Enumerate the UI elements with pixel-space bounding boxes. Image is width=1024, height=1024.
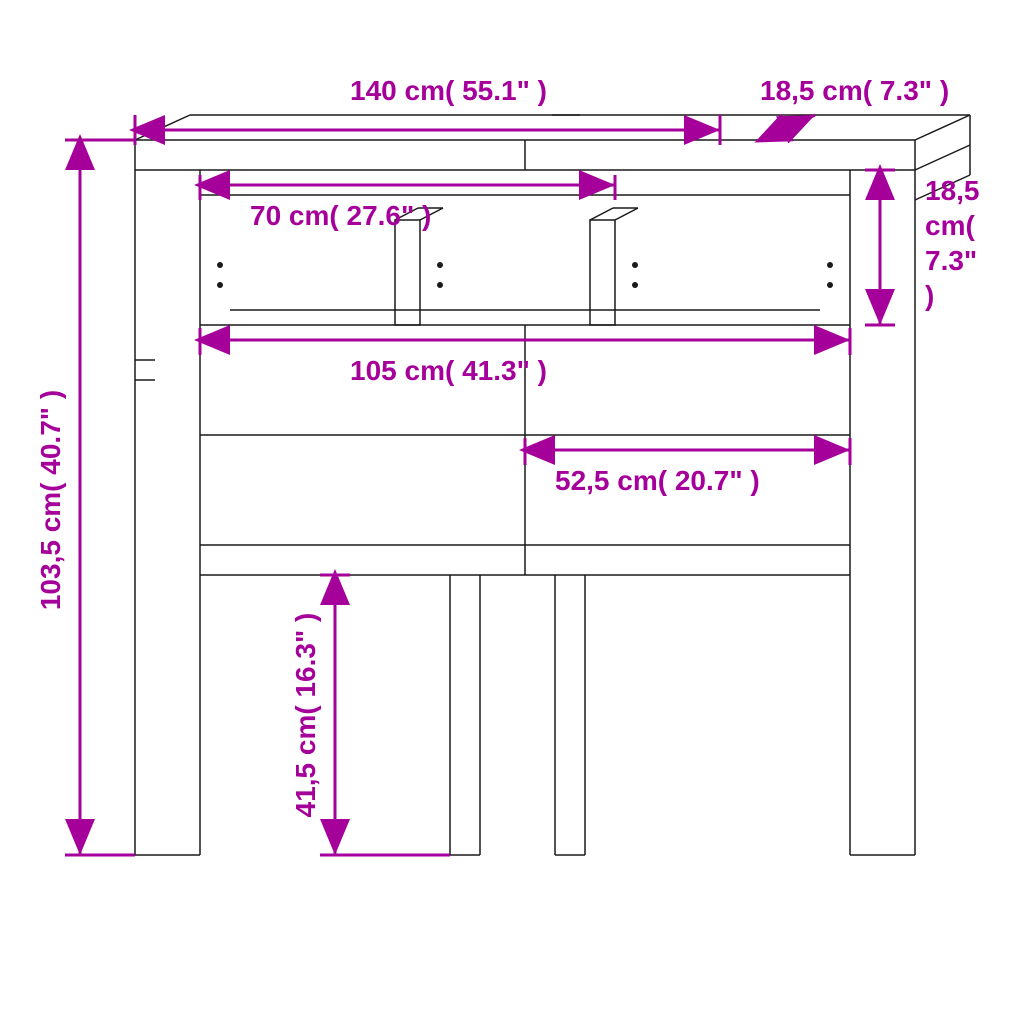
dim-inner-52: 52,5 cm( 20.7" ) [555, 465, 760, 496]
dim-depth-side-a: 18,5 [925, 175, 980, 206]
dim-depth-side-c: 7.3" [925, 245, 977, 276]
dim-depth-top: 18,5 cm( 7.3" ) [760, 75, 949, 106]
dim-total-width: 140 cm( 55.1" ) [350, 75, 547, 106]
dim-depth-side-d: ) [925, 280, 934, 311]
dim-leg-height: 41,5 cm( 16.3" ) [290, 613, 321, 818]
dim-inner-70: 70 cm( 27.6" ) [250, 200, 431, 231]
dim-total-height: 103,5 cm( 40.7" ) [35, 390, 66, 610]
dim-inner-105: 105 cm( 41.3" ) [350, 355, 547, 386]
dimension-lines: 140 cm( 55.1" ) 18,5 cm( 7.3" ) 70 cm( 2… [35, 75, 980, 855]
dim-depth-side-b: cm( [925, 210, 975, 241]
dimension-drawing: 140 cm( 55.1" ) 18,5 cm( 7.3" ) 70 cm( 2… [0, 0, 1024, 1024]
